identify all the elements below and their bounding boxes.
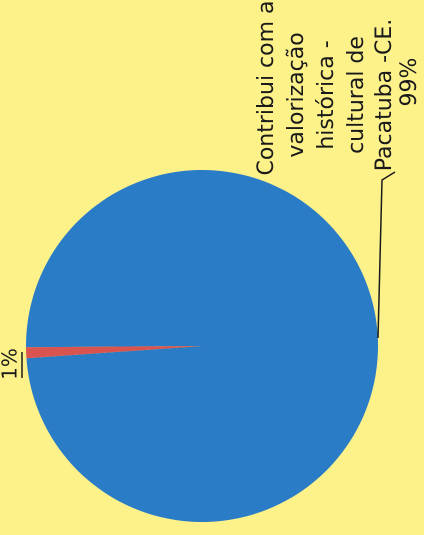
label-leader-line [377, 171, 396, 339]
data-label-contribui: Contribui com a valorização histórica - cul… [254, 0, 422, 175]
pie-slice-contribui [26, 169, 378, 522]
data-label-contribui-line: histórica - [314, 40, 339, 149]
data-label-contribui-line: valorização [284, 32, 309, 157]
data-label-contribui-percent: 99% [397, 58, 422, 107]
pie-slice-other [26, 346, 203, 359]
data-label-contribui-line: Contribui com a [254, 0, 279, 175]
data-label-other-percent: 1% [0, 348, 22, 380]
data-label-contribui-line: cultural de [344, 36, 369, 154]
data-label-contribui-line: Pacatuba -CE. [372, 19, 397, 172]
